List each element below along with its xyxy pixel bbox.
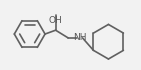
Text: OH: OH bbox=[49, 16, 62, 25]
Text: NH: NH bbox=[73, 33, 86, 42]
